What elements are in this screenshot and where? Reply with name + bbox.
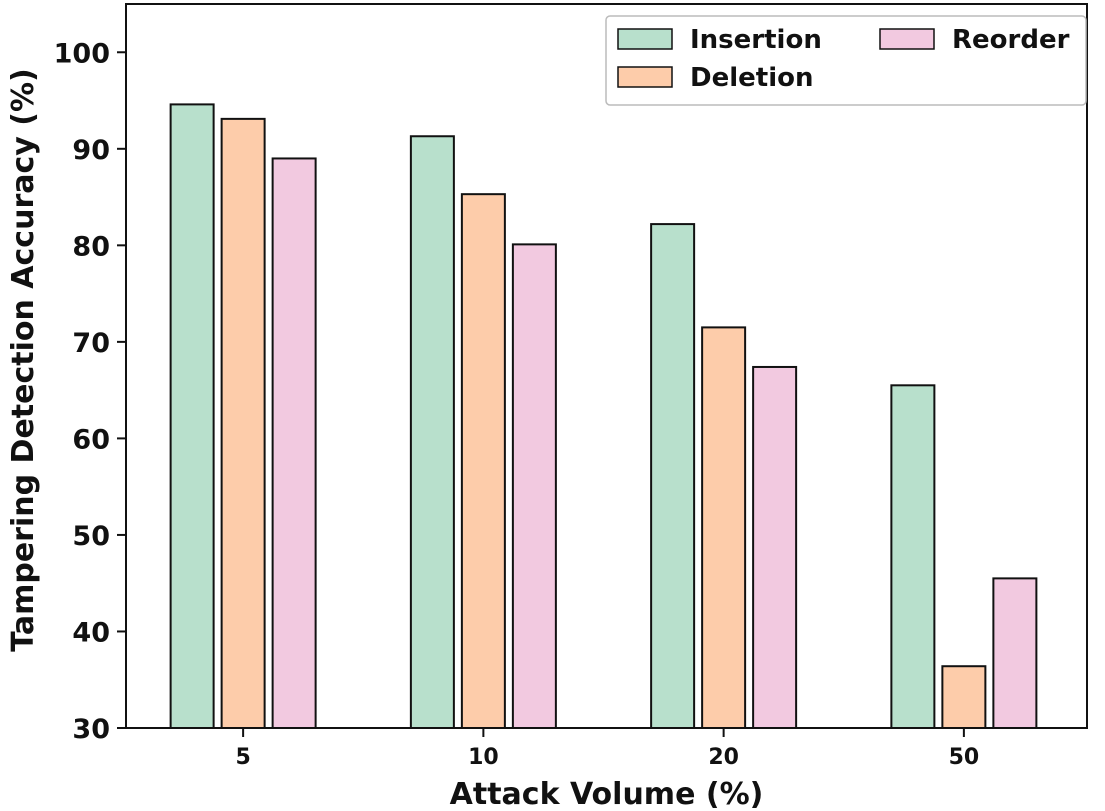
bar-deletion-20 — [701, 326, 747, 729]
y-tick-label: 50 — [72, 521, 110, 552]
bar-reorder-10 — [511, 243, 557, 729]
y-tick-label: 40 — [72, 617, 110, 648]
legend-swatch-insertion — [617, 28, 673, 50]
bar-deletion-10 — [460, 193, 506, 730]
legend-label-insertion: Insertion — [690, 25, 822, 55]
bar-insertion-50 — [890, 384, 936, 729]
x-tick-label: 5 — [235, 745, 250, 770]
bar-insertion-5 — [169, 103, 215, 730]
bars-group — [169, 103, 1038, 730]
y-tick-label: 100 — [54, 38, 110, 69]
bar-insertion-10 — [409, 135, 455, 729]
bar-reorder-20 — [752, 365, 798, 729]
y-axis-title: Tampering Detection Accuracy (%) — [6, 68, 41, 651]
x-axis-title: Attack Volume (%) — [450, 777, 764, 811]
legend-label-reorder: Reorder — [952, 25, 1070, 55]
bar-reorder-5 — [271, 157, 317, 730]
y-tick-label: 30 — [72, 714, 110, 745]
x-tick-label: 10 — [468, 745, 499, 770]
y-tick-label: 90 — [72, 135, 110, 166]
bar-deletion-5 — [220, 117, 266, 729]
y-tick-label: 70 — [72, 328, 110, 359]
x-tick-label: 20 — [708, 745, 739, 770]
legend-swatch-deletion — [617, 66, 673, 88]
x-axis: 5 10 20 50 — [235, 728, 979, 770]
legend-box — [605, 15, 1087, 106]
bar-deletion-50 — [941, 665, 987, 730]
x-tick-label: 50 — [949, 745, 980, 770]
bar-reorder-50 — [992, 577, 1038, 730]
plot-area-frame — [125, 3, 1088, 729]
y-tick-label: 80 — [72, 231, 110, 262]
legend: Insertion Deletion Reorder — [605, 15, 1087, 106]
legend-label-deletion: Deletion — [690, 63, 813, 93]
y-axis: 30 40 50 60 70 80 90 100 — [54, 38, 126, 745]
y-tick-label: 60 — [72, 424, 110, 455]
legend-swatch-reorder — [879, 28, 935, 50]
bar-insertion-20 — [650, 223, 696, 729]
